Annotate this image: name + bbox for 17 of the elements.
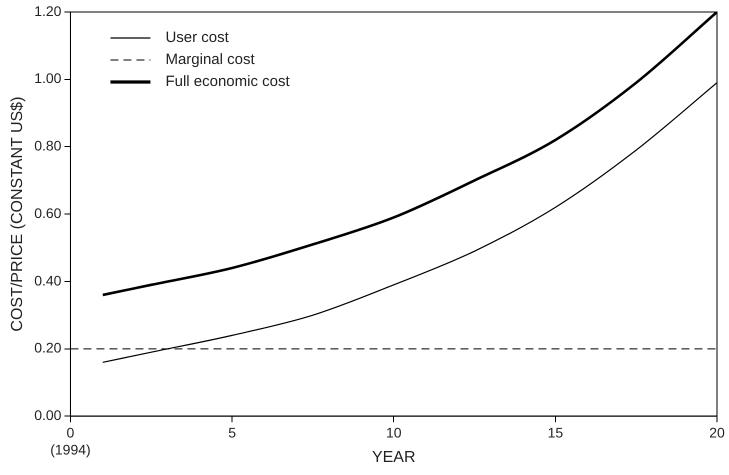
x-axis-title: YEAR <box>372 448 416 466</box>
y-tick-label: 1.20 <box>34 2 62 19</box>
y-tick-label: 0.40 <box>34 272 62 288</box>
x-tick-label: 0 (1994) <box>50 424 91 458</box>
y-tick-label: 0.00 <box>34 407 62 424</box>
x-tick-label: 15 <box>548 424 564 440</box>
legend-label: Full economic cost <box>165 73 290 90</box>
x-tick-label: 20 <box>709 424 725 440</box>
y-tick-label: 0.80 <box>34 138 62 154</box>
y-axis-title: COST/PRICE (CONSTANT US$) <box>9 96 26 332</box>
y-tick-label: 1.00 <box>34 70 62 86</box>
y-tick-label: 0.60 <box>34 204 62 221</box>
x-tick-label: 10 <box>386 424 402 440</box>
legend-label: Marginal cost <box>165 51 256 68</box>
legend-label: User cost <box>165 29 230 46</box>
y-tick-label: 0.20 <box>34 340 62 356</box>
x-tick-label: 5 <box>228 424 236 440</box>
